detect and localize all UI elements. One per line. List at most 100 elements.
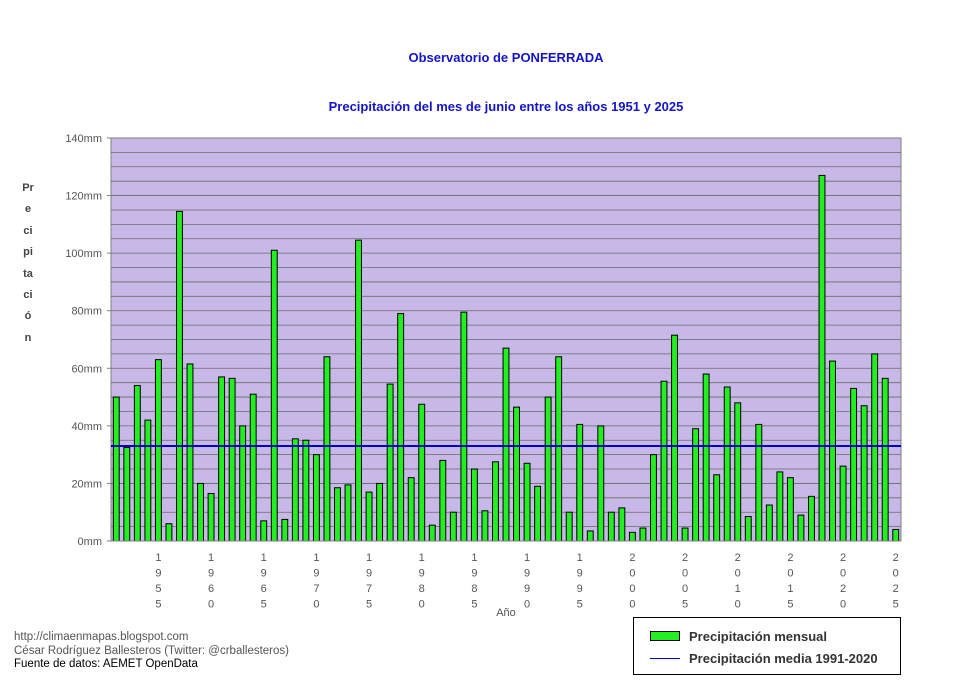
bar — [239, 425, 247, 542]
bar — [439, 459, 447, 542]
credits: http://climaenmapas.blogspot.com César R… — [14, 631, 289, 672]
bar — [481, 510, 489, 542]
bar — [786, 477, 794, 542]
bar — [860, 405, 868, 542]
bar — [470, 468, 478, 542]
bar — [376, 482, 384, 542]
bar — [607, 511, 615, 542]
bar — [133, 385, 141, 542]
bar — [323, 356, 331, 542]
legend-label-monthly: Precipitación mensual — [689, 628, 827, 644]
bar — [492, 461, 499, 542]
bar — [355, 239, 362, 542]
bar — [628, 531, 636, 542]
bar — [797, 514, 805, 542]
bar — [207, 493, 215, 542]
bar — [513, 406, 520, 542]
bar — [334, 487, 341, 542]
bar — [281, 518, 289, 542]
data-source: Fuente de datos: AEMET OpenData — [14, 658, 198, 670]
bar — [829, 360, 836, 542]
bar — [565, 511, 573, 542]
legend-label-average: Precipitación media 1991-2020 — [689, 650, 878, 666]
bar — [818, 174, 826, 542]
legend-item-monthly: Precipitación mensual — [650, 627, 827, 645]
y-tick-label: 140mm — [65, 133, 102, 145]
bar — [871, 353, 879, 542]
bar — [460, 311, 468, 542]
bar — [144, 419, 152, 542]
bar — [449, 511, 457, 542]
legend: Precipitación mensual Precipitación medi… — [633, 617, 901, 675]
bar — [776, 471, 784, 542]
bar — [586, 530, 594, 542]
bar — [386, 383, 394, 542]
bar — [291, 438, 299, 542]
bar — [397, 313, 405, 542]
bar — [502, 347, 510, 542]
bar — [218, 376, 226, 542]
bar — [765, 504, 773, 542]
bar — [165, 523, 173, 542]
y-tick-label: 20mm — [71, 478, 102, 490]
bar — [302, 439, 310, 542]
legend-swatch-line — [650, 657, 680, 659]
bar — [734, 402, 742, 542]
bar — [881, 377, 889, 542]
bar — [839, 465, 847, 542]
bar — [671, 334, 678, 542]
bar — [744, 516, 752, 542]
bar — [312, 454, 320, 542]
chart-title: Observatorio de PONFERRADA — [408, 50, 604, 65]
chart-subtitle: Precipitación del mes de junio entre los… — [328, 99, 684, 114]
y-tick-label: 40mm — [71, 421, 102, 433]
bar — [365, 491, 373, 542]
y-tick-label: 120mm — [65, 191, 102, 203]
bar — [892, 528, 900, 542]
bar — [123, 446, 131, 542]
bar — [660, 380, 668, 542]
bar — [850, 387, 858, 542]
bar — [576, 423, 584, 542]
bar — [618, 507, 626, 542]
bar — [197, 482, 204, 542]
legend-swatch-bar — [650, 631, 680, 641]
y-tick-label: 0mm — [78, 536, 102, 548]
bar — [723, 386, 731, 542]
y-tick-label: 80mm — [71, 306, 102, 318]
bar — [228, 377, 236, 542]
bar — [249, 393, 257, 542]
bar — [523, 462, 531, 542]
bar — [639, 527, 647, 542]
legend-item-average: Precipitación media 1991-2020 — [650, 649, 878, 667]
bar — [702, 373, 710, 542]
bar — [270, 249, 278, 542]
bar — [418, 403, 426, 542]
bar — [112, 396, 120, 542]
bar — [186, 363, 194, 542]
bar — [681, 527, 689, 542]
y-axis-label: Precipitación — [22, 182, 34, 344]
bar — [713, 474, 721, 542]
bar — [428, 524, 436, 542]
bar — [407, 477, 415, 542]
bar — [344, 484, 352, 542]
bar — [544, 396, 552, 542]
x-axis-label: Año — [496, 607, 516, 619]
